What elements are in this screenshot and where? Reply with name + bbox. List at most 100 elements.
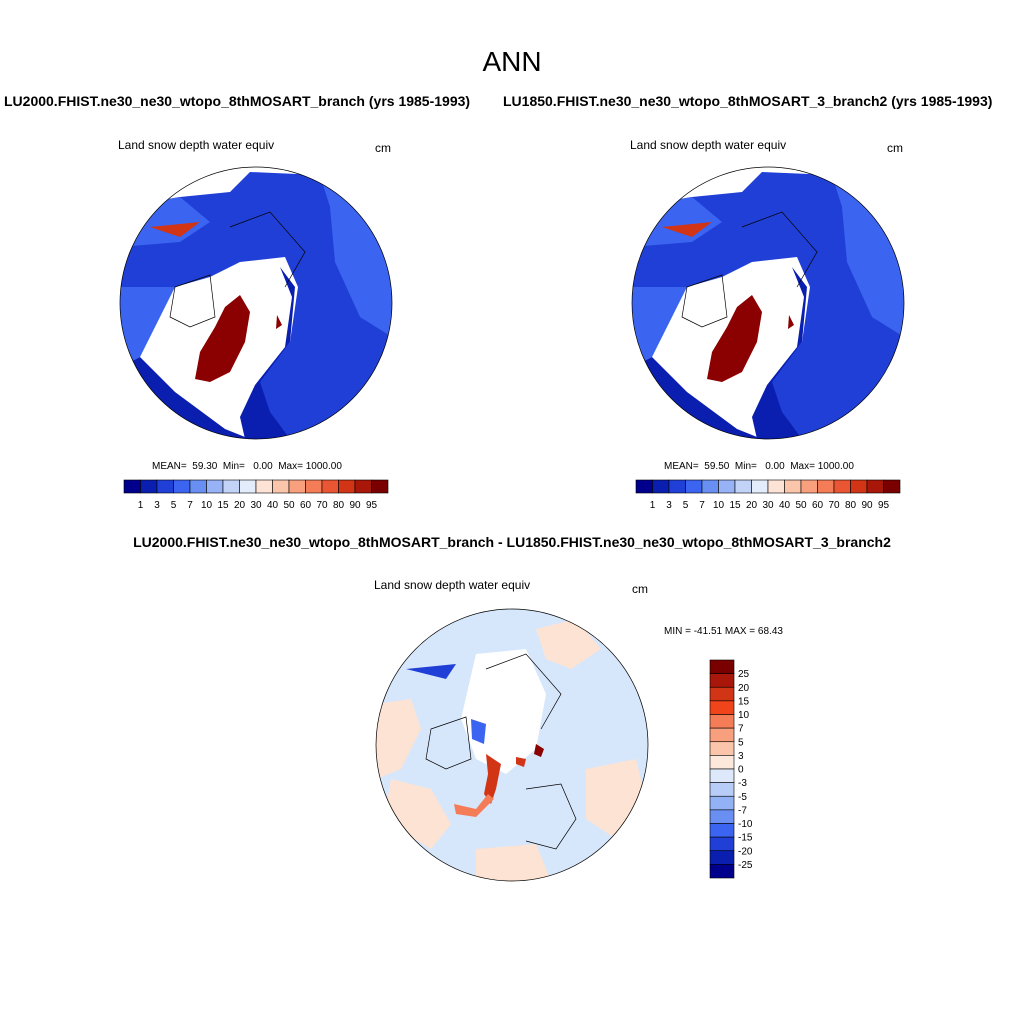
diff-variable: Land snow depth water equiv: [374, 578, 531, 592]
panel-b-colorbar-swatch: [833, 479, 851, 494]
panel-a-mean: 59.30: [192, 461, 218, 472]
panel-a-colorbar-swatch: [156, 479, 174, 494]
diff-colorbar-tick-label: -5: [738, 792, 747, 803]
diff-colorbar-tick-label: 15: [738, 696, 750, 707]
panel-a-colorbar-tick-label: 90: [349, 500, 361, 511]
panel-b-max: 1000.00: [817, 461, 854, 472]
panel-b-colorbar-tick-label: 5: [683, 500, 689, 511]
panel-b-colorbar-swatch: [850, 479, 868, 494]
diff-colorbar-swatch: [709, 864, 735, 879]
panel-a-colorbar-swatch: [140, 479, 158, 494]
panel-b-colorbar-tick-label: 7: [699, 500, 705, 511]
panel-a-snow-land: [120, 172, 392, 439]
panel-a-colorbar-tick-label: 15: [217, 500, 229, 511]
diff-colorbar-tick-label: 25: [738, 669, 750, 680]
panel-a-colorbar-swatch: [272, 479, 290, 494]
panel-a-colorbar-tick-label: 80: [333, 500, 345, 511]
diff-colorbar-swatch: [709, 795, 735, 811]
panel-b-colorbar-tick-label: 70: [828, 500, 840, 511]
panel-a-colorbar-tick-label: 30: [250, 500, 262, 511]
panel-a-run-title: LU2000.FHIST.ne30_ne30_wtopo_8thMOSART_b…: [4, 93, 471, 109]
panel-a-colorbar-swatch: [173, 479, 191, 494]
panel-a-colorbar-swatch: [338, 479, 356, 494]
panel-b-colorbar-swatch: [784, 479, 802, 494]
panel-a-colorbar-tick-label: 40: [267, 500, 279, 511]
panel-a-colorbar-swatch: [255, 479, 273, 494]
panel-a-colorbar-tick-label: 50: [283, 500, 295, 511]
panel-a-min: 0.00: [253, 461, 273, 472]
panel-b-colorbar: 1 3 5 7 10 15 20 30 40 50 60 70 80 90 95: [635, 479, 901, 511]
diff-range-label: MIN = -41.51 MAX = 68.43: [664, 626, 783, 637]
panel-a-colorbar-swatch: [305, 479, 323, 494]
panel-b-colorbar-swatch: [767, 479, 785, 494]
panel-b-units: cm: [887, 141, 903, 155]
panel-b-polar-map: [631, 166, 905, 440]
panel-a-colorbar-tick-label: 3: [154, 500, 160, 511]
diff-colorbar-tick-label: -7: [738, 805, 747, 816]
panel-a-colorbar-tick-label: 5: [171, 500, 177, 511]
diff-colorbar-swatch: [709, 755, 735, 770]
panel-b-run-title: LU1850.FHIST.ne30_ne30_wtopo_8thMOSART_3…: [503, 93, 993, 109]
panel-a-colorbar-tick-label: 7: [187, 500, 193, 511]
panel-b-colorbar-tick-label: 90: [861, 500, 873, 511]
diff-colorbar-tick-label: -3: [738, 778, 747, 789]
diff-colorbar-swatch: [709, 836, 735, 852]
diff-colorbar-tick-label: -25: [738, 860, 753, 871]
diff-colorbar: 25 20 15 10 7 5 3 0 -3 -5 -7 -10 -15 -20 -25: [709, 659, 753, 879]
diff-run-title: LU2000.FHIST.ne30_ne30_wtopo_8thMOSART_b…: [133, 534, 891, 550]
diff-colorbar-swatch: [709, 714, 735, 729]
panel-b-colorbar-tick-label: 95: [878, 500, 890, 511]
panel-b-colorbar-tick-label: 15: [729, 500, 741, 511]
panel-b-colorbar-swatch: [751, 479, 769, 494]
page-title: ANN: [482, 46, 542, 77]
diff-units: cm: [632, 582, 648, 596]
panel-b-mean: 59.50: [704, 461, 730, 472]
panel-b-colorbar-swatch: [800, 479, 818, 494]
panel-a-colorbar-swatch: [123, 479, 141, 494]
panel-b-colorbar-swatch: [734, 479, 752, 494]
panel-a-colorbar-tick-label: 95: [366, 500, 378, 511]
panel-a-colorbar-tick-label: 20: [234, 500, 246, 511]
panel-b-colorbar-swatch: [883, 479, 901, 494]
panel-b-colorbar-swatch: [701, 479, 719, 494]
diff-colorbar-swatch: [709, 659, 735, 674]
panel-a-colorbar-tick-label: 1: [138, 500, 144, 511]
panel-b-colorbar-tick-label: 50: [795, 500, 807, 511]
diff-colorbar-tick-label: 5: [738, 737, 744, 748]
diff-colorbar-tick-label: 0: [738, 765, 744, 776]
diff-colorbar-swatch: [709, 741, 735, 756]
panel-a-colorbar-swatch: [239, 479, 257, 494]
panel-a-colorbar-swatch: [222, 479, 240, 494]
panel-b-colorbar-tick-label: 1: [650, 500, 656, 511]
diff-colorbar-swatch: [709, 686, 735, 702]
panel-a-greenland-high: [195, 295, 250, 382]
panel-a-colorbar: 1 3 5 7 10 15 20 30 40 50 60 70 80 90 95: [123, 479, 389, 511]
diff-colorbar-swatch: [709, 809, 735, 824]
panel-b-colorbar-tick-label: 3: [666, 500, 672, 511]
diff-colorbar-swatch: [709, 673, 735, 688]
panel-b-colorbar-tick-label: 10: [713, 500, 725, 511]
diff-colorbar-swatch: [709, 850, 735, 865]
panel-a-colorbar-tick-label: 60: [300, 500, 312, 511]
panel-a-variable: Land snow depth water equiv: [118, 138, 275, 152]
panel-b-colorbar-tick-label: 40: [779, 500, 791, 511]
panel-b-colorbar-tick-label: 60: [812, 500, 824, 511]
panel-b-colorbar-tick-label: 20: [746, 500, 758, 511]
panel-a-polar-map: [119, 166, 393, 440]
panel-a-max: 1000.00: [305, 461, 342, 472]
diff-colorbar-tick-label: -15: [738, 833, 753, 844]
panel-b-colorbar-swatch: [718, 479, 736, 494]
panel-b-colorbar-swatch: [685, 479, 703, 494]
diff-colorbar-tick-label: 3: [738, 751, 744, 762]
panel-b-colorbar-tick-label: 30: [762, 500, 774, 511]
panel-a-colorbar-tick-label: 70: [316, 500, 328, 511]
panel-b-stats: MEAN= 59.50 Min= 0.00 Max= 1000.00: [664, 461, 854, 472]
diff-colorbar-tick-label: -10: [738, 819, 753, 830]
panel-a-colorbar-swatch: [189, 479, 207, 494]
panel-a-units: cm: [375, 141, 391, 155]
panel-b-colorbar-swatch: [635, 479, 653, 494]
panel-a-colorbar-swatch: [321, 479, 339, 494]
diff-polar-map: [375, 608, 649, 882]
panel-b-min: 0.00: [765, 461, 785, 472]
diff-colorbar-tick-label: 20: [738, 683, 750, 694]
